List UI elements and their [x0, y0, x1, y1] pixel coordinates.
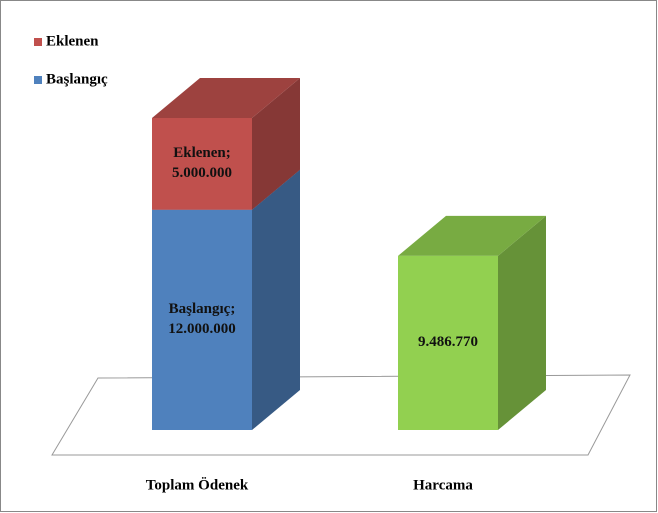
- bar: [398, 215, 546, 430]
- bar-side: [252, 169, 300, 430]
- data-label-box: 9.486.770: [418, 334, 478, 351]
- bar-front: [152, 118, 252, 210]
- data-label: Başlangıç; 12.000.000: [168, 301, 236, 337]
- data-label-box: Başlangıç; 12.000.000: [168, 301, 236, 337]
- legend-label: Eklenen: [46, 33, 99, 49]
- bar: [152, 78, 300, 210]
- legend-swatch: [34, 38, 42, 46]
- x-tick-label: Harcama: [413, 477, 473, 493]
- x-tick-label: Toplam Ödenek: [146, 476, 249, 493]
- bar-front: [152, 209, 252, 430]
- bar-side: [498, 215, 546, 430]
- data-label-box: Eklenen; 5.000.000: [172, 145, 232, 181]
- data-label: 9.486.770: [418, 334, 478, 351]
- bar-top: [398, 215, 546, 256]
- data-label: Eklenen; 5.000.000: [172, 145, 232, 181]
- bar-side: [252, 78, 300, 210]
- legend-swatch: [34, 76, 42, 84]
- bar-front: [398, 255, 498, 430]
- bar-top: [152, 78, 300, 118]
- floor: [51, 374, 631, 456]
- legend-label: Başlangıç: [46, 71, 108, 87]
